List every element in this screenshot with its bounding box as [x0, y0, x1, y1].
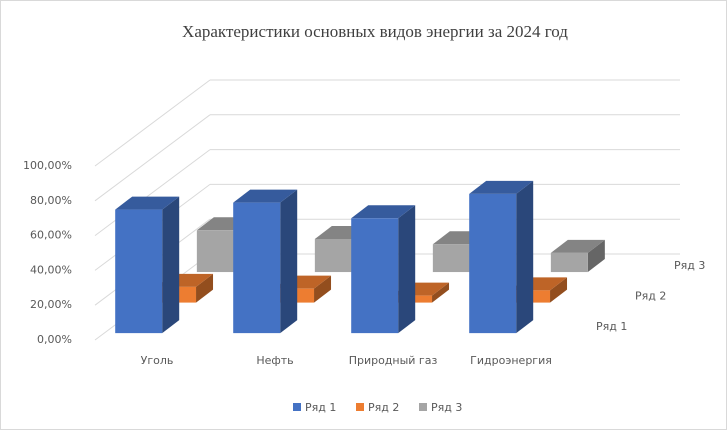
- depth-label: Ряд 1: [596, 320, 627, 333]
- y-tick-label: 60,00%: [30, 229, 72, 242]
- x-tick-label: Гидроэнергия: [470, 354, 552, 367]
- bar: [115, 209, 163, 334]
- bar-side: [587, 239, 605, 273]
- bar-side: [550, 277, 568, 303]
- bar: [351, 218, 399, 334]
- legend-swatch: [293, 403, 301, 411]
- bar: [314, 239, 352, 273]
- x-tick-label: Уголь: [141, 354, 174, 367]
- bar-top: [351, 205, 416, 219]
- bar-side: [162, 196, 180, 334]
- y-tick-label: 40,00%: [30, 263, 72, 276]
- x-tick-label: Нефть: [256, 354, 293, 367]
- bar-top: [115, 196, 180, 210]
- bar-side: [398, 205, 416, 334]
- bar-side: [280, 189, 298, 334]
- bar-top: [233, 189, 298, 203]
- legend-label: Ряд 3: [431, 401, 462, 414]
- y-tick-label: 20,00%: [30, 298, 72, 311]
- chart-title: Характеристики основных видов энергии за…: [182, 22, 568, 41]
- depth-label: Ряд 2: [635, 290, 666, 303]
- bar-side: [196, 273, 214, 303]
- y-tick-label: 100,00%: [23, 159, 72, 172]
- legend-label: Ряд 1: [305, 401, 336, 414]
- legend-swatch: [419, 403, 427, 411]
- bar-side: [314, 275, 332, 303]
- bar-top: [469, 180, 534, 194]
- legend-swatch: [356, 403, 364, 411]
- bar: [233, 202, 281, 334]
- bar-side: [516, 180, 534, 334]
- bar: [196, 230, 234, 273]
- x-tick-label: Природный газ: [349, 354, 438, 367]
- grid-line: [94, 114, 211, 202]
- y-tick-label: 80,00%: [30, 194, 72, 207]
- bar: [550, 252, 588, 273]
- bar: [432, 244, 470, 273]
- depth-label: Ряд 3: [674, 259, 705, 272]
- grid-line: [94, 149, 211, 237]
- grid-line: [94, 79, 211, 167]
- bar-side: [432, 282, 450, 303]
- y-tick-label: 0,00%: [37, 333, 72, 346]
- bar-top: [550, 239, 605, 253]
- bar: [469, 193, 517, 334]
- legend-label: Ряд 2: [368, 401, 399, 414]
